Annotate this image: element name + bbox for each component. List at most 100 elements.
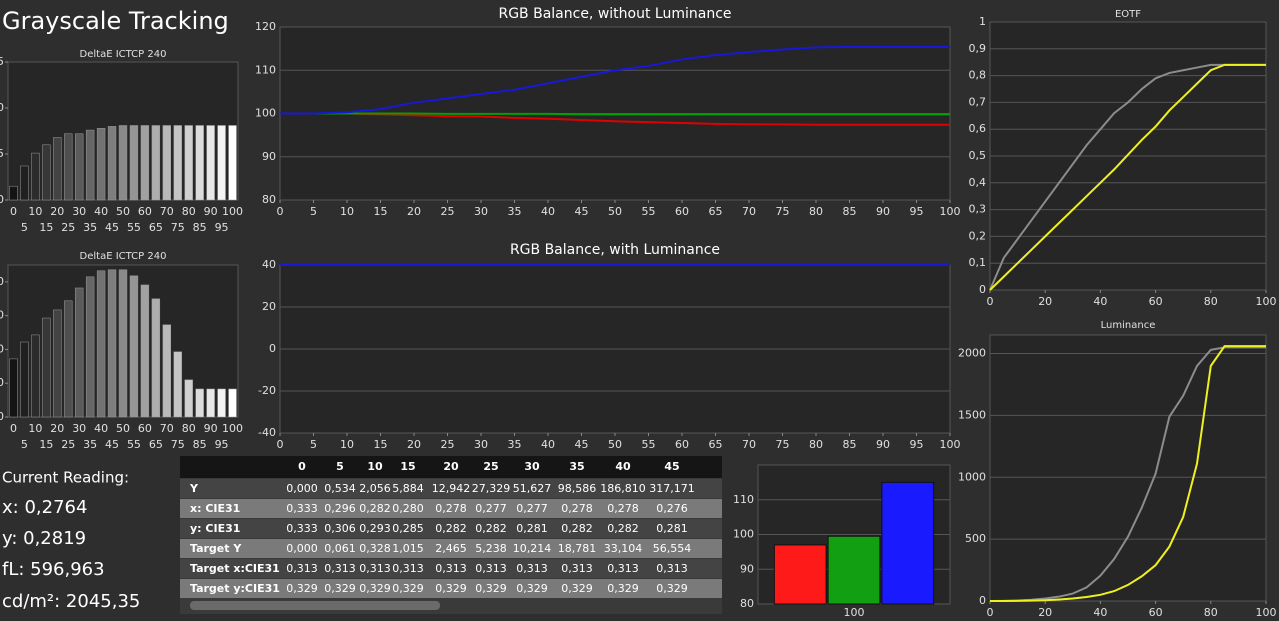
bar [53,137,62,201]
y-tick-label: 40 [262,258,276,271]
x-tick-label: 40 [94,422,108,435]
bar [85,276,95,418]
chart-title: DeltaE ICTCP 240 [80,49,167,60]
x-tick-label: 20 [50,422,64,435]
x-tick-label: 35 [83,438,97,451]
table-cell: 0,329 [475,582,507,595]
table-row [180,539,722,558]
x-tick-label: 95 [910,205,924,218]
x-tick-label: 60 [138,422,152,435]
x-tick-label: 15 [39,438,53,451]
bar [881,481,935,605]
y-tick-label: 10 [0,101,4,114]
x-tick-label: 0 [10,205,17,218]
table-cell: 98,586 [557,482,597,495]
table-row [180,519,722,538]
x-tick-label: 80 [1204,606,1218,619]
y-tick-label: -20 [258,384,276,397]
x-tick-label: 0 [277,438,284,451]
bar [162,324,172,418]
x-tick-label: 90 [876,438,890,451]
x-tick-label: 25 [61,438,75,451]
x-tick-label: 85 [843,205,857,218]
table-row [180,579,722,598]
x-tick-label: 60 [138,205,152,218]
x-tick-label: 65 [149,221,163,234]
table-cell: 0,329 [607,582,639,595]
bar [42,317,51,418]
x-tick-label: 45 [105,221,119,234]
chart-title: RGB Balance, without Luminance [498,6,731,22]
bar [162,125,172,201]
table-cell: 2,056 [359,482,391,495]
x-tick-label: 40 [1093,295,1107,308]
x-tick-label: 40 [541,205,555,218]
bar [31,152,40,201]
bar [206,388,215,418]
y-tick-label: 0 [979,594,986,607]
x-tick-label: 70 [160,205,174,218]
x-tick-label: 10 [28,205,42,218]
y-tick-label: 0,4 [969,176,987,189]
x-tick-label: 20 [407,438,421,451]
y-tick-label: 80 [262,193,276,206]
table-cell: 0,277 [475,502,507,515]
table-row [180,479,722,498]
table-cell: 0,278 [435,502,467,515]
table-cell: 56,554 [652,542,692,555]
x-tick-label: 75 [776,438,790,451]
scrollbar[interactable] [190,601,440,610]
table-cell: 0,277 [516,502,548,515]
x-tick-label: 40 [1093,606,1107,619]
table-cell: 0,329 [561,582,593,595]
table-cell: 0,313 [656,562,688,575]
table-header-row [180,456,722,478]
y-tick-label: 110 [733,493,754,506]
table-cell: 0,329 [392,582,424,595]
bar [217,125,226,201]
table-cell: 0,313 [392,562,424,575]
table-cell: 0,282 [607,522,639,535]
table-cell: 0,282 [561,522,593,535]
table-cell: 317,171 [649,482,695,495]
table-cell: Target y:CIE31 [190,582,280,595]
table-cell: 35 [569,460,585,473]
y-tick-label: 0,8 [969,69,987,82]
x-tick-label: 100 [222,422,243,435]
table-cell: 0,278 [607,502,639,515]
y-tick-label: 5 [0,147,4,160]
x-tick-label: 80 [182,422,196,435]
bar [20,165,29,201]
y-tick-label: 100 [733,528,754,541]
x-tick-label: 0 [10,422,17,435]
table-cell: 0,313 [324,562,356,575]
table-cell: 10 [367,460,383,473]
y-tick-label: 20 [262,300,276,313]
table-cell: 2,465 [435,542,467,555]
x-tick-label: 45 [575,205,589,218]
series-line [989,63,1266,291]
x-tick-label: 50 [116,422,130,435]
table-cell: 30 [524,460,540,473]
table-cell: 0,000 [286,542,318,555]
x-tick-label: 50 [608,438,622,451]
y-tick-label: 0,2 [969,229,987,242]
x-tick-label: 30 [72,422,86,435]
y-tick-label: 0 [979,283,986,296]
table-cell: 20 [443,460,459,473]
plot-area [989,334,1267,602]
table-cell: 0,329 [359,582,391,595]
table-cell: 10,214 [512,542,552,555]
x-tick-label: 55 [642,438,656,451]
y-tick-label: 0,9 [969,42,987,55]
table-cell: y: CIE31 [190,522,241,535]
x-tick-label: 35 [508,438,522,451]
y-tick-label: 0 [0,193,4,206]
table-cell: 0,282 [359,502,391,515]
y-tick-label: 120 [255,20,276,33]
table-cell: 5,884 [392,482,424,495]
x-tick-label: 20 [1038,606,1052,619]
y-tick-label: 0,6 [969,122,987,135]
x-tick-label: 20 [407,205,421,218]
x-tick-label: 35 [83,221,97,234]
